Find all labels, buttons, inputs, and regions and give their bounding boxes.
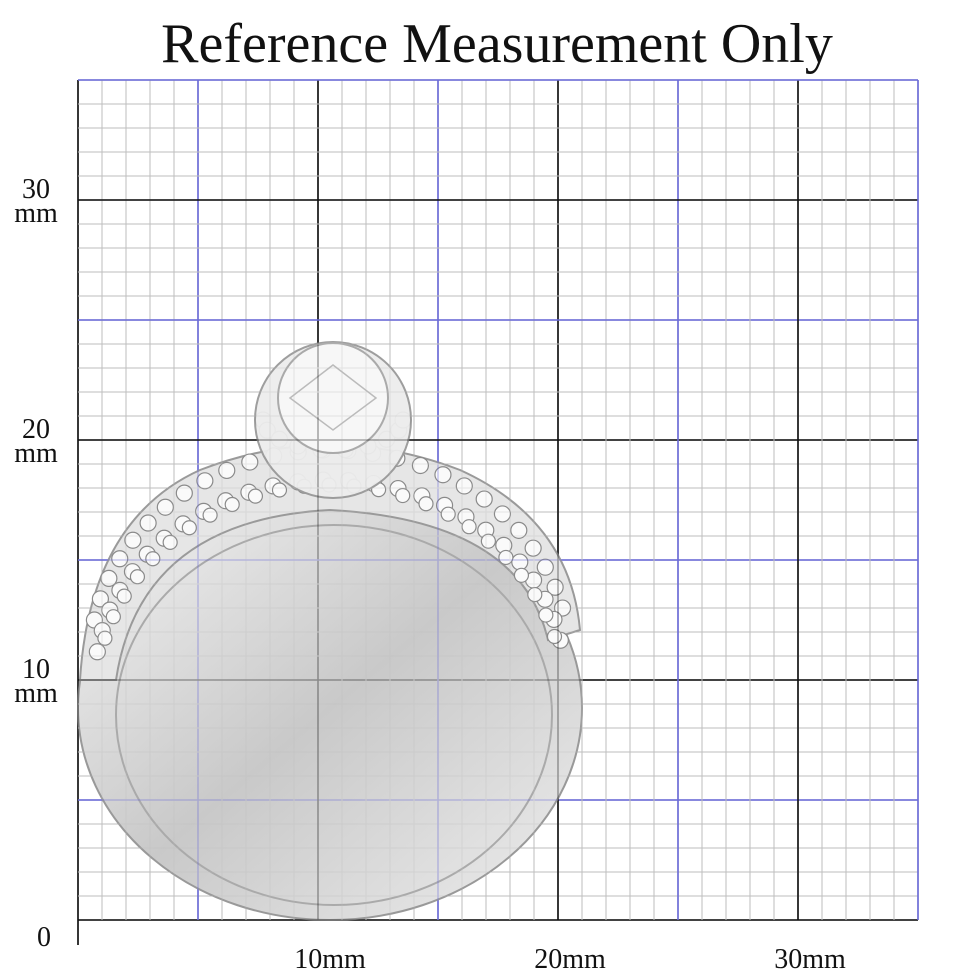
stone [475, 490, 493, 508]
stone [196, 472, 214, 490]
stone [224, 496, 240, 513]
ring-photo [77, 341, 583, 921]
origin-label: 0 [37, 922, 51, 953]
stone [271, 482, 288, 498]
y-label-unit: mm [14, 438, 58, 469]
y-label-number: 30 [22, 174, 50, 205]
stone [418, 496, 434, 512]
stone [247, 488, 264, 504]
stone [156, 498, 174, 516]
stone [480, 533, 496, 549]
stone [139, 514, 157, 532]
stone [129, 569, 146, 585]
stone [546, 578, 564, 596]
y-label-unit: mm [14, 198, 58, 229]
stone [111, 550, 129, 568]
stone [100, 569, 118, 587]
stone [116, 588, 132, 604]
stone [202, 507, 218, 523]
x-label: 10mm [294, 944, 366, 975]
title: Reference Measurement Only [161, 13, 833, 75]
stone [175, 484, 193, 502]
stone [88, 643, 106, 661]
stone [105, 609, 121, 625]
y-label-number: 10 [22, 654, 50, 685]
grid-overlay [77, 79, 919, 945]
stone [513, 567, 530, 583]
stone [241, 453, 259, 471]
stone [553, 599, 572, 617]
stone [91, 590, 109, 608]
stone [538, 607, 554, 623]
stone [498, 549, 514, 566]
stone [536, 558, 554, 576]
stone [97, 630, 113, 646]
stone [527, 586, 543, 603]
stone [218, 461, 236, 480]
stone [493, 505, 512, 523]
stone [395, 487, 411, 504]
stone [510, 521, 528, 539]
stone [145, 551, 161, 567]
x-label: 30mm [774, 944, 846, 975]
stone [511, 553, 529, 571]
x-label: 20mm [534, 944, 606, 975]
stone [434, 466, 452, 484]
stone [411, 456, 429, 475]
stone [455, 477, 473, 495]
stone [440, 506, 456, 522]
stone [124, 531, 142, 549]
stone [181, 520, 197, 536]
stone [461, 519, 477, 535]
y-label-number: 20 [22, 414, 50, 445]
stone [162, 534, 178, 550]
stone [524, 539, 542, 557]
y-label-unit: mm [14, 678, 58, 709]
stone [546, 628, 563, 645]
